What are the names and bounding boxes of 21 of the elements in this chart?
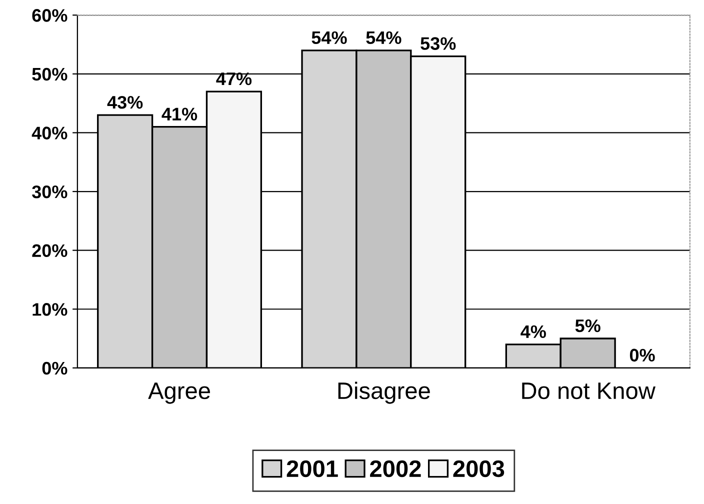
y-tick-label: 20%	[32, 244, 68, 258]
text: 0%	[630, 348, 655, 362]
text: 54%	[366, 31, 402, 44]
x-tick-label: Disagree	[338, 382, 430, 404]
text: 5%	[575, 319, 600, 332]
legend-label: 2003	[453, 460, 504, 478]
y-tick-label: 0%	[42, 362, 68, 375]
y-tick-label: 40%	[32, 126, 68, 140]
y-tick-label: 30%	[32, 185, 68, 198]
legend-label: 2002	[370, 460, 421, 478]
x-tick-label: Do not Know	[522, 382, 656, 400]
text: 53%	[420, 37, 456, 50]
text: 54%	[312, 31, 347, 44]
text: 43%	[107, 96, 143, 109]
y-tick-label: 50%	[32, 68, 68, 81]
text: 4%	[520, 325, 546, 338]
x-tick-label: Agree	[148, 382, 210, 404]
text: 41%	[162, 108, 198, 120]
y-tick-label: 60%	[32, 9, 68, 22]
legend-label: 2001	[286, 460, 338, 478]
y-tick-label: 10%	[32, 303, 68, 316]
